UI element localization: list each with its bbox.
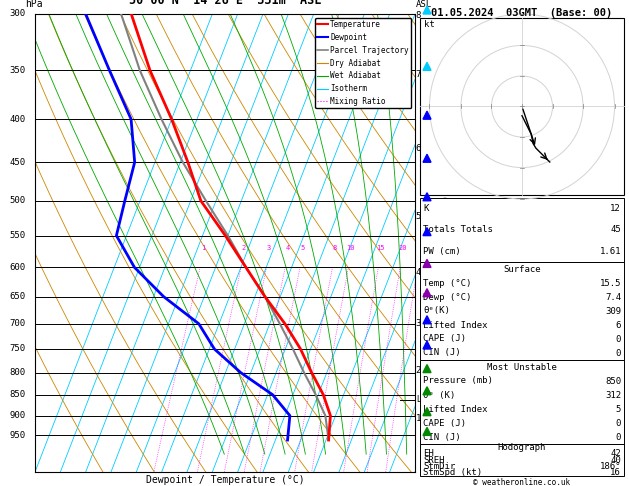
Text: Pressure (mb): Pressure (mb) xyxy=(423,377,493,385)
Legend: Temperature, Dewpoint, Parcel Trajectory, Dry Adiabat, Wet Adiabat, Isotherm, Mi: Temperature, Dewpoint, Parcel Trajectory… xyxy=(315,18,411,108)
Text: 300: 300 xyxy=(9,10,26,18)
Polygon shape xyxy=(423,364,431,373)
Polygon shape xyxy=(423,260,431,267)
Polygon shape xyxy=(423,193,431,201)
Text: 900: 900 xyxy=(9,411,26,420)
Text: 309: 309 xyxy=(605,307,621,315)
Polygon shape xyxy=(423,427,431,435)
Text: 01.05.2024  03GMT  (Base: 00): 01.05.2024 03GMT (Base: 00) xyxy=(431,8,613,18)
Text: 8: 8 xyxy=(333,245,337,251)
Bar xyxy=(420,262,624,360)
Text: PW (cm): PW (cm) xyxy=(423,247,460,256)
Bar xyxy=(420,18,624,195)
Polygon shape xyxy=(423,154,431,162)
Text: SREH: SREH xyxy=(423,455,445,465)
Text: 6: 6 xyxy=(416,144,421,154)
Text: 800: 800 xyxy=(9,368,26,377)
Text: 20: 20 xyxy=(398,245,406,251)
Text: 186°: 186° xyxy=(599,462,621,471)
Text: 2: 2 xyxy=(242,245,246,251)
Text: 550: 550 xyxy=(9,231,26,240)
Text: 15.5: 15.5 xyxy=(599,278,621,288)
Text: 312: 312 xyxy=(605,390,621,399)
Polygon shape xyxy=(423,227,431,236)
Text: Most Unstable: Most Unstable xyxy=(487,363,557,371)
Text: 1: 1 xyxy=(201,245,205,251)
Bar xyxy=(420,360,624,444)
Text: 4: 4 xyxy=(416,268,421,278)
Text: 350: 350 xyxy=(9,66,26,75)
Polygon shape xyxy=(423,408,431,416)
Text: 40: 40 xyxy=(610,455,621,465)
Text: StmSpd (kt): StmSpd (kt) xyxy=(423,469,482,477)
X-axis label: Dewpoint / Temperature (°C): Dewpoint / Temperature (°C) xyxy=(146,475,304,485)
Text: © weatheronline.co.uk: © weatheronline.co.uk xyxy=(474,478,571,486)
Text: Lifted Index: Lifted Index xyxy=(423,404,487,414)
Text: 6: 6 xyxy=(616,320,621,330)
Polygon shape xyxy=(423,341,431,349)
Text: 16: 16 xyxy=(610,469,621,477)
Text: CAPE (J): CAPE (J) xyxy=(423,418,466,428)
Text: 0: 0 xyxy=(616,348,621,358)
Polygon shape xyxy=(423,6,431,14)
Text: Mixing Ratio (g/kg): Mixing Ratio (g/kg) xyxy=(442,195,450,291)
Polygon shape xyxy=(423,62,431,70)
Text: 950: 950 xyxy=(9,431,26,440)
Text: 0: 0 xyxy=(616,433,621,441)
Text: 1: 1 xyxy=(416,414,421,423)
Text: 400: 400 xyxy=(9,115,26,123)
Text: StmDir: StmDir xyxy=(423,462,455,471)
Polygon shape xyxy=(423,111,431,119)
Text: km
ASL: km ASL xyxy=(416,0,432,9)
Text: 10: 10 xyxy=(347,245,355,251)
Text: 7: 7 xyxy=(416,70,421,79)
Text: 50°00'N  14°26'E  331m  ASL: 50°00'N 14°26'E 331m ASL xyxy=(129,0,321,7)
Text: Hodograph: Hodograph xyxy=(498,443,546,451)
Text: K: K xyxy=(423,204,428,213)
Text: 700: 700 xyxy=(9,319,26,328)
Text: 8: 8 xyxy=(416,11,421,20)
Bar xyxy=(420,198,624,262)
Text: 5: 5 xyxy=(616,404,621,414)
Text: hPa: hPa xyxy=(26,0,43,9)
Text: 450: 450 xyxy=(9,158,26,167)
Text: θᵉ(K): θᵉ(K) xyxy=(423,307,450,315)
Text: 1.61: 1.61 xyxy=(599,247,621,256)
Text: Temp (°C): Temp (°C) xyxy=(423,278,471,288)
Text: CAPE (J): CAPE (J) xyxy=(423,334,466,344)
Text: 42: 42 xyxy=(610,449,621,458)
Text: 15: 15 xyxy=(376,245,385,251)
Text: 5: 5 xyxy=(416,212,421,221)
Polygon shape xyxy=(423,316,431,324)
Text: Dewp (°C): Dewp (°C) xyxy=(423,293,471,301)
Polygon shape xyxy=(423,289,431,296)
Text: 5: 5 xyxy=(301,245,304,251)
Text: 4: 4 xyxy=(286,245,290,251)
Text: kt: kt xyxy=(424,20,435,29)
Text: 3: 3 xyxy=(267,245,271,251)
Text: 7.4: 7.4 xyxy=(605,293,621,301)
Polygon shape xyxy=(423,387,431,395)
Text: 850: 850 xyxy=(9,390,26,399)
Text: Surface: Surface xyxy=(503,264,541,274)
Text: 2: 2 xyxy=(416,366,421,375)
Text: 12: 12 xyxy=(610,204,621,213)
Text: LCL: LCL xyxy=(416,396,430,404)
Text: 45: 45 xyxy=(610,226,621,235)
Text: 500: 500 xyxy=(9,196,26,205)
Text: 0: 0 xyxy=(616,418,621,428)
Text: 600: 600 xyxy=(9,263,26,272)
Text: 850: 850 xyxy=(605,377,621,385)
Text: Lifted Index: Lifted Index xyxy=(423,320,487,330)
Text: EH: EH xyxy=(423,449,434,458)
Text: 3: 3 xyxy=(416,319,421,328)
Bar xyxy=(420,444,624,476)
Text: 0: 0 xyxy=(616,334,621,344)
Text: θᵉ (K): θᵉ (K) xyxy=(423,390,455,399)
Text: CIN (J): CIN (J) xyxy=(423,348,460,358)
Text: 750: 750 xyxy=(9,345,26,353)
Text: Totals Totals: Totals Totals xyxy=(423,226,493,235)
Text: 650: 650 xyxy=(9,292,26,301)
Text: CIN (J): CIN (J) xyxy=(423,433,460,441)
